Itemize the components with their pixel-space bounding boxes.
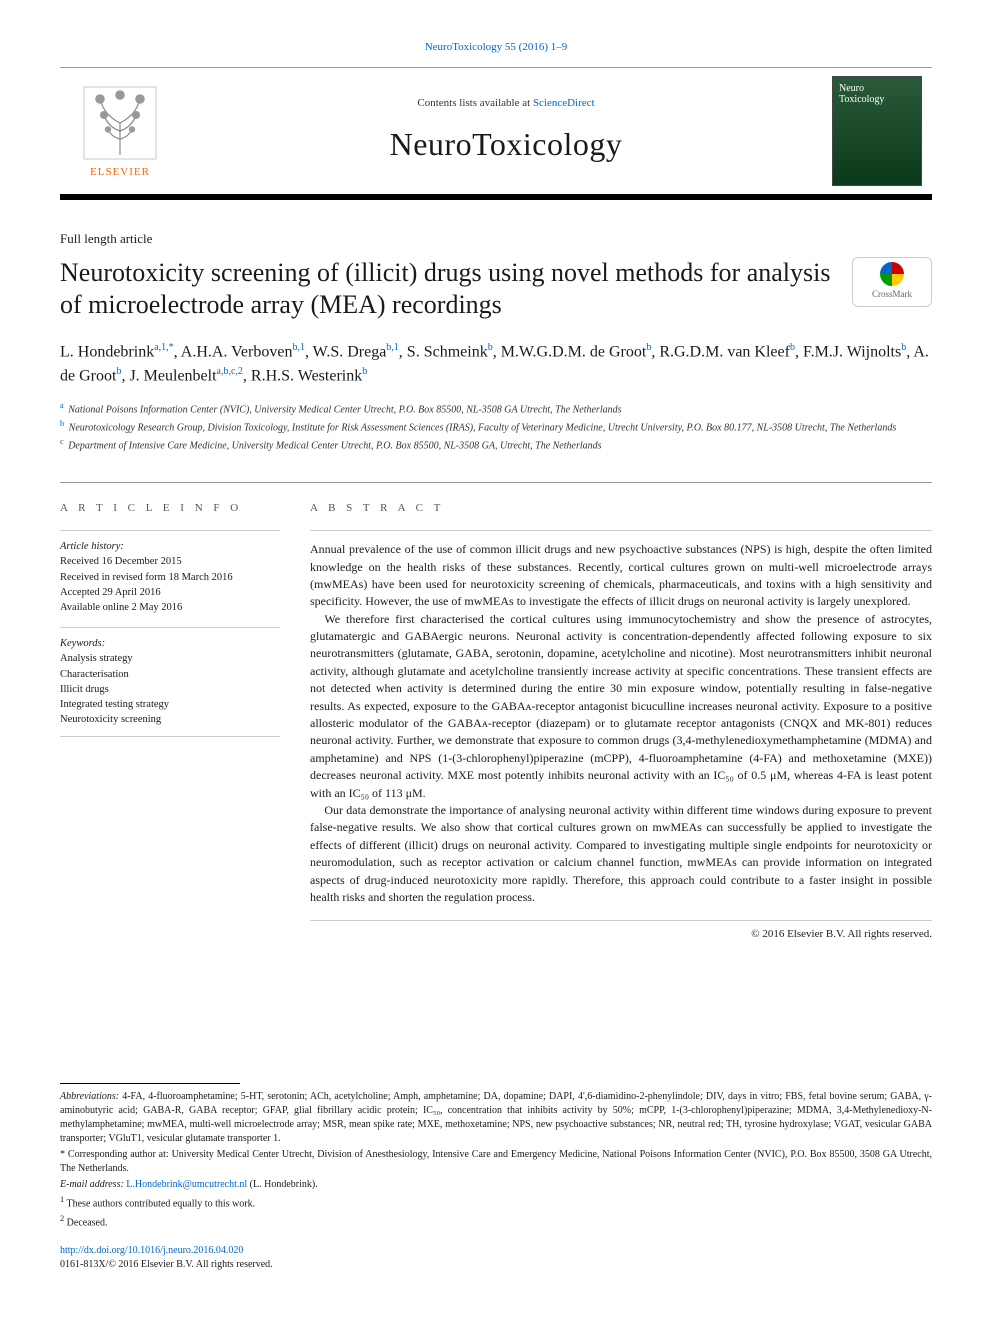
sciencedirect-link[interactable]: ScienceDirect	[533, 97, 595, 109]
corresponding-author: * Corresponding author at: University Me…	[60, 1148, 932, 1176]
masthead-center: Contents lists available at ScienceDirec…	[180, 96, 832, 166]
page-container: NeuroToxicology 55 (2016) 1–9 ELSEVIER C…	[0, 0, 992, 1302]
abstract-heading: A B S T R A C T	[310, 501, 932, 516]
affiliation-line: b Neurotoxicology Research Group, Divisi…	[60, 418, 932, 436]
keyword: Characterisation	[60, 667, 280, 682]
affiliation-line: a National Poisons Information Center (N…	[60, 400, 932, 418]
abbrev-text: 4-FA, 4-fluoroamphetamine; 5-HT, seroton…	[60, 1091, 932, 1144]
keywords-block: Keywords: Analysis strategyCharacterisat…	[60, 627, 280, 736]
authors: L. Hondebrinka,1,*, A.H.A. Verbovenb,1, …	[60, 340, 932, 389]
journal-cover-text: NeuroToxicology	[839, 83, 884, 105]
journal-cover-block: NeuroToxicology	[832, 76, 932, 186]
footnote-1: 1 These authors contributed equally to t…	[60, 1194, 932, 1211]
abbrev-label: Abbreviations:	[60, 1091, 119, 1102]
abstract-paragraph: We therefore first characterised the cor…	[310, 611, 932, 802]
abstract-paragraph: Our data demonstrate the importance of a…	[310, 802, 932, 906]
crossmark-icon	[880, 262, 904, 286]
elsevier-tree-icon	[80, 83, 160, 163]
publisher-block: ELSEVIER	[60, 83, 180, 180]
top-citation: NeuroToxicology 55 (2016) 1–9	[60, 40, 932, 55]
keyword: Illicit drugs	[60, 682, 280, 697]
footnote-2: 2 Deceased.	[60, 1213, 932, 1230]
abstract-col: A B S T R A C T Annual prevalence of the…	[310, 501, 932, 943]
crossmark-label: CrossMark	[872, 288, 912, 301]
title-row: Neurotoxicity screening of (illicit) dru…	[60, 257, 932, 322]
abstract-copyright: © 2016 Elsevier B.V. All rights reserved…	[310, 927, 932, 942]
footnote-separator	[60, 1083, 240, 1084]
contents-line: Contents lists available at ScienceDirec…	[200, 96, 812, 111]
doi-block: http://dx.doi.org/10.1016/j.neuro.2016.0…	[60, 1244, 932, 1272]
abstract-body: Annual prevalence of the use of common i…	[310, 530, 932, 921]
keywords-label: Keywords:	[60, 636, 280, 651]
contents-prefix: Contents lists available at	[417, 97, 532, 109]
email-link[interactable]: L.Hondebrink@umcutrecht.nl	[126, 1179, 247, 1190]
publisher-name: ELSEVIER	[90, 165, 150, 180]
history-line: Accepted 29 April 2016	[60, 587, 161, 598]
corr-star: *	[60, 1149, 68, 1160]
affiliations: a National Poisons Information Center (N…	[60, 400, 932, 453]
history-line: Received in revised form 18 March 2016	[60, 572, 233, 583]
issn-line: 0161-813X/© 2016 Elsevier B.V. All right…	[60, 1259, 273, 1270]
info-abstract-row: A R T I C L E I N F O Article history: R…	[60, 482, 932, 943]
keyword: Analysis strategy	[60, 651, 280, 666]
article-title: Neurotoxicity screening of (illicit) dru…	[60, 257, 852, 322]
corr-text: Corresponding author at: University Medi…	[60, 1149, 932, 1174]
history-line: Received 16 December 2015	[60, 556, 182, 567]
email-label: E-mail address:	[60, 1179, 126, 1190]
footnotes: Abbreviations: 4-FA, 4-fluoroamphetamine…	[60, 1090, 932, 1231]
email-line: E-mail address: L.Hondebrink@umcutrecht.…	[60, 1178, 932, 1192]
affiliation-line: c Department of Intensive Care Medicine,…	[60, 436, 932, 454]
article-info-heading: A R T I C L E I N F O	[60, 501, 280, 516]
keyword: Neurotoxicity screening	[60, 712, 280, 727]
top-citation-link[interactable]: NeuroToxicology 55 (2016) 1–9	[425, 41, 568, 53]
masthead: ELSEVIER Contents lists available at Sci…	[60, 67, 932, 200]
crossmark-badge[interactable]: CrossMark	[852, 257, 932, 307]
journal-name: NeuroToxicology	[200, 122, 812, 167]
email-person: (L. Hondebrink).	[247, 1179, 318, 1190]
article-info-col: A R T I C L E I N F O Article history: R…	[60, 501, 280, 943]
abbreviations: Abbreviations: 4-FA, 4-fluoroamphetamine…	[60, 1090, 932, 1146]
history-label: Article history:	[60, 541, 124, 552]
doi-link[interactable]: http://dx.doi.org/10.1016/j.neuro.2016.0…	[60, 1245, 243, 1256]
article-type: Full length article	[60, 230, 932, 248]
history-line: Available online 2 May 2016	[60, 602, 182, 613]
keyword: Integrated testing strategy	[60, 697, 280, 712]
abstract-paragraph: Annual prevalence of the use of common i…	[310, 541, 932, 611]
journal-cover-thumb[interactable]: NeuroToxicology	[832, 76, 922, 186]
article-history-block: Article history: Received 16 December 20…	[60, 530, 280, 615]
